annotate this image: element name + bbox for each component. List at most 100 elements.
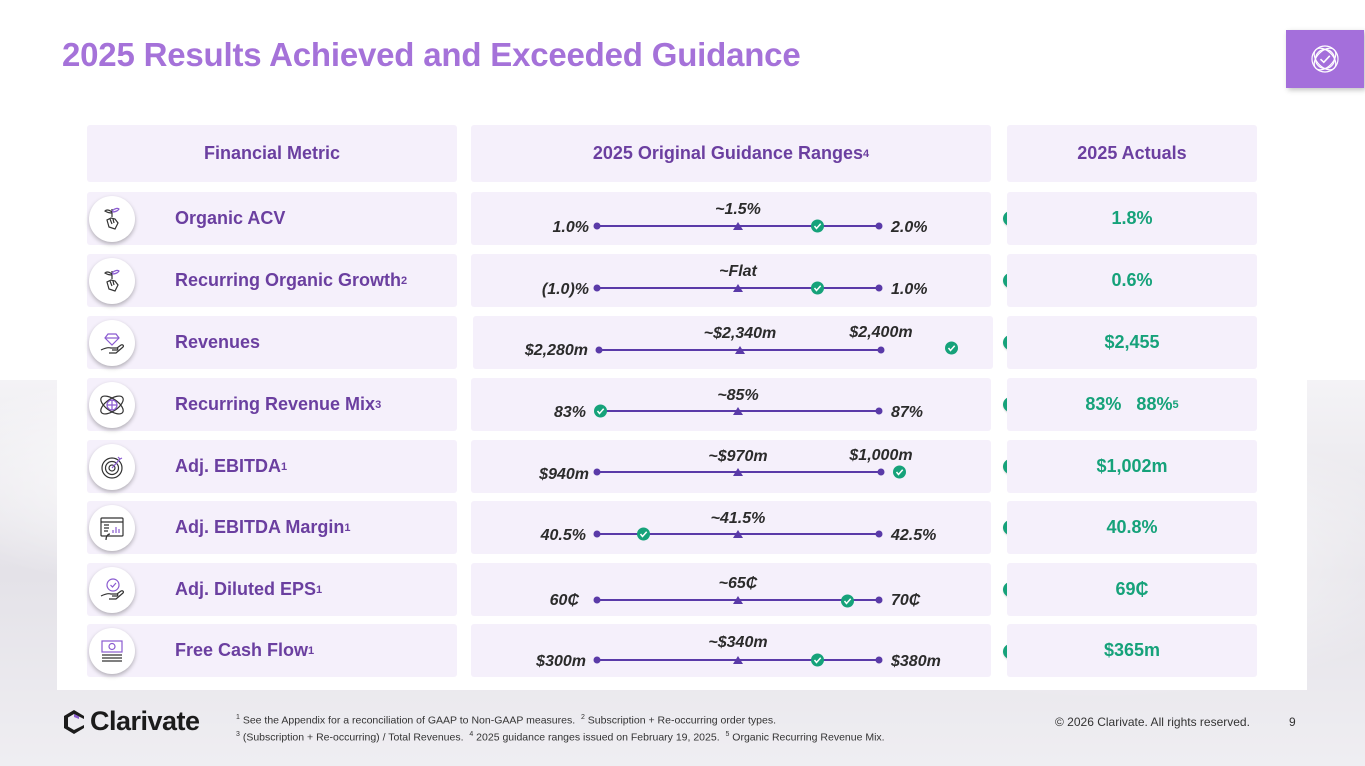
range-mid-label: ~Flat (719, 263, 757, 280)
actual-marker (811, 653, 824, 667)
range-high-label: 87% (891, 404, 923, 421)
range-high-dot (875, 596, 883, 604)
range-chart: ~41.5% 40.5% 42.5% (540, 510, 937, 544)
range-low-dot (593, 656, 601, 664)
guidance-range-adj-ebitda-margin: ~41.5% 40.5% 42.5% (471, 501, 991, 554)
fn-sup-1: 1 (236, 714, 240, 721)
range-mid-marker (733, 407, 743, 415)
row-icon (89, 320, 135, 366)
range-mid-label: ~$2,340m (704, 325, 777, 342)
actual-adj-ebitda: $1,002m (1007, 440, 1257, 493)
metric-label: Revenues (175, 332, 261, 352)
range-mid-marker (733, 530, 743, 538)
range-high-dot (875, 407, 883, 415)
guidance-range-adj-diluted-eps: ~65₵ 60₵ 70₵ (471, 563, 991, 616)
range-low-label: 1.0% (553, 219, 589, 236)
clarivate-logo: Clarivate (62, 706, 200, 737)
header-actuals-text: 2025 Actuals (1077, 143, 1187, 163)
range-high-dot (875, 284, 883, 292)
range-high-label: $2,400m (848, 324, 912, 341)
actual-value: $2,455 (1104, 332, 1160, 352)
actual-value: $365m (1103, 640, 1161, 660)
range-low-label: 40.5% (540, 527, 586, 544)
actual-marker (841, 594, 854, 608)
actual-value: 40.8% (1106, 517, 1158, 537)
range-low-label: $300m (535, 653, 586, 670)
fn-1: See the Appendix for a reconciliation of… (239, 714, 581, 727)
range-high-dot (875, 530, 883, 538)
row-icon (89, 628, 135, 674)
actual-marker (594, 404, 607, 418)
metric-row-recurring-organic-growth: Recurring Organic Growth 2 (87, 254, 457, 307)
actual-adj-diluted-eps: 69₵ (1007, 563, 1257, 616)
actual-marker (893, 465, 906, 479)
guidance-range-revenues: ~$2,340m $2,280m $2,400m (473, 316, 993, 369)
hand-check-icon (100, 578, 124, 600)
range-low-dot (593, 222, 601, 230)
range-low-label: $940m (538, 466, 589, 483)
metric-row-adj-ebitda: Adj. EBITDA 1 (87, 440, 457, 493)
guidance-range-adj-ebitda: ~$970m $940m $1,000m (471, 440, 991, 493)
range-high-label: 2.0% (890, 219, 927, 236)
range-low-dot (593, 284, 601, 292)
actual-recurring-organic-growth: 0.6% (1007, 254, 1257, 307)
actual-value: 69₵ (1115, 579, 1149, 599)
dashboard-chart-icon (100, 517, 124, 541)
range-high-label: $380m (890, 653, 941, 670)
guidance-range-free-cash-flow: ~$340m $300m $380m (471, 624, 991, 677)
actual-sup: 5 (1172, 398, 1179, 411)
metric-label: Adj. EBITDA (175, 456, 281, 476)
actual-value: 1.8% (1111, 208, 1153, 228)
header-guidance-sup: 4 (862, 147, 870, 160)
actual-marker (811, 281, 824, 295)
metric-label: Free Cash Flow (175, 640, 309, 660)
range-mid-marker (733, 468, 743, 476)
page-number: 9 (1289, 715, 1296, 729)
actual-recurring-revenue-mix: 83% 88% 5 (1007, 378, 1257, 431)
logo-text: Clarivate (90, 706, 200, 736)
actual-value: 83% 88% (1085, 394, 1173, 414)
fn-2: Subscription + Re-occurring order types. (584, 714, 777, 727)
header-guidance: 2025 Original Guidance Ranges 4 (471, 125, 991, 182)
row-icon (89, 444, 135, 490)
clarivate-badge (1286, 30, 1364, 88)
header-financial-metric-text: Financial Metric (203, 143, 341, 163)
range-high-dot (875, 222, 883, 230)
actual-free-cash-flow: $365m (1007, 624, 1257, 677)
fn-3: (Subscription + Re-occurring) / Total Re… (239, 731, 470, 743)
page-title: 2025 Results Achieved and Exceeded Guida… (62, 36, 801, 73)
range-high-dot (877, 346, 885, 354)
row-icon (89, 258, 135, 304)
metric-label: Recurring Organic Growth (175, 270, 402, 290)
range-chart: ~85% 83% 87% (554, 387, 923, 421)
range-chart: ~Flat (1.0)% 1.0% (542, 263, 928, 298)
footnote-line-1: 1 See the Appendix for a reconciliation … (236, 711, 885, 728)
fn-5: Organic Recurring Revenue Mix. (729, 731, 885, 743)
row-icon (89, 567, 135, 613)
range-high-label: 1.0% (891, 281, 927, 298)
footnotes: 1 See the Appendix for a reconciliation … (236, 711, 885, 744)
range-low-label: 83% (554, 404, 586, 421)
range-mid-label: ~1.5% (715, 201, 761, 218)
fn-sup-5: 5 (725, 730, 730, 738)
range-low-label: $2,280m (524, 342, 588, 359)
range-low-label: 60₵ (550, 591, 580, 609)
range-mid-marker (733, 656, 743, 664)
actual-marker (811, 219, 824, 233)
rosette-check-icon (1311, 45, 1339, 73)
range-mid-label: ~65₵ (719, 574, 758, 592)
guidance-range-recurring-revenue-mix: ~85% 83% 87% (471, 378, 991, 431)
metric-row-adj-diluted-eps: Adj. Diluted EPS 1 (87, 563, 457, 616)
actual-value: $1,002m (1096, 456, 1168, 476)
metric-row-free-cash-flow: Free Cash Flow 1 (87, 624, 457, 677)
row-icon (89, 196, 135, 242)
metric-sup: 1 (316, 583, 323, 596)
range-mid-label: ~85% (717, 387, 758, 404)
range-high-label: 42.5% (890, 527, 936, 544)
range-low-label: (1.0)% (542, 281, 589, 298)
range-high-label: $1,000m (848, 447, 912, 464)
metric-sup: 1 (281, 460, 288, 473)
range-chart: ~$970m $940m $1,000m (538, 447, 912, 483)
range-high-dot (875, 656, 883, 664)
range-high-label: 70₵ (891, 591, 921, 609)
